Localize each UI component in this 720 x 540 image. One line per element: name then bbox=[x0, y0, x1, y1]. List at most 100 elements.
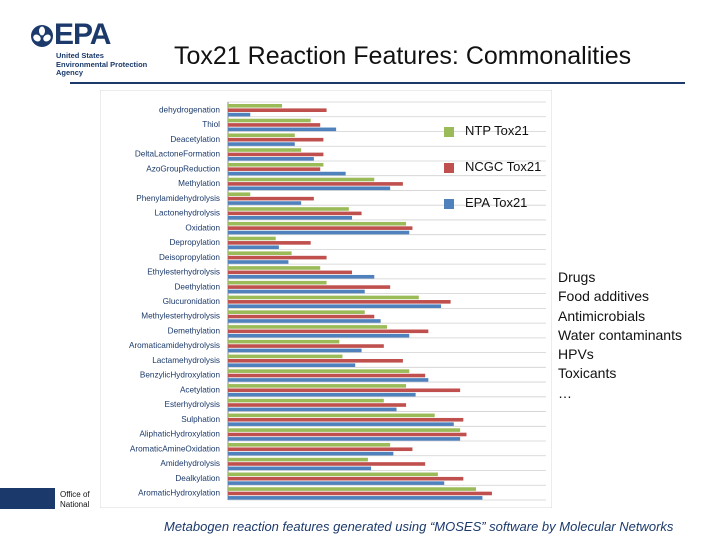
category-tick-label: Thiol bbox=[202, 120, 220, 129]
bar-epa-tox21 bbox=[228, 363, 356, 367]
legend-label: EPA Tox21 bbox=[465, 195, 528, 210]
bar-epa-tox21 bbox=[228, 215, 353, 220]
bar-ncgc-tox21 bbox=[228, 329, 429, 334]
bar-epa-tox21 bbox=[228, 392, 416, 397]
bar-chart: dehydrogenation Thiol Deacetylation DeltaLa… bbox=[100, 90, 552, 508]
bar-ncgc-tox21 bbox=[228, 417, 464, 422]
legend-swatch bbox=[444, 199, 454, 209]
logo-sub-line: United States bbox=[56, 51, 104, 60]
bar-epa-tox21 bbox=[228, 201, 302, 205]
bar-ntp-tox21 bbox=[228, 428, 461, 432]
logo-sub-line: Agency bbox=[56, 68, 84, 77]
bar-epa-tox21 bbox=[228, 274, 375, 279]
category-tick-label: AromaticAmineOxidation bbox=[130, 444, 221, 453]
bar-ncgc-tox21 bbox=[228, 344, 384, 348]
bar-ntp-tox21 bbox=[228, 487, 477, 491]
logo-subtitle: United States Environmental Protection A… bbox=[56, 51, 176, 78]
bar-ncgc-tox21 bbox=[228, 462, 426, 466]
logo-wordmark: EPA bbox=[54, 18, 111, 51]
bar-ntp-tox21 bbox=[228, 236, 276, 241]
title-divider bbox=[70, 82, 685, 84]
bar-ntp-tox21 bbox=[228, 472, 438, 477]
bar-epa-tox21 bbox=[228, 466, 372, 471]
bar-epa-tox21 bbox=[228, 319, 381, 323]
category-tick-label: Deethylation bbox=[174, 282, 220, 291]
legend-swatch bbox=[444, 127, 454, 137]
bar-epa-tox21 bbox=[228, 186, 391, 191]
bar-ncgc-tox21 bbox=[228, 108, 327, 112]
bar-ntp-tox21 bbox=[228, 295, 419, 300]
category-tick-label: Deacetylation bbox=[170, 135, 220, 144]
bar-ntp-tox21 bbox=[228, 266, 321, 270]
category-tick-label: Amidehydrolysis bbox=[160, 459, 220, 468]
category-tick-label: AromaticHydroxylation bbox=[138, 489, 220, 498]
bar-ntp-tox21 bbox=[228, 162, 324, 167]
bar-ntp-tox21 bbox=[228, 221, 407, 226]
category-item: Water contaminants bbox=[558, 326, 682, 343]
bar-ntp-tox21 bbox=[228, 177, 375, 182]
bar-ncgc-tox21 bbox=[228, 152, 324, 157]
bar-ncgc-tox21 bbox=[228, 476, 464, 481]
bar-ncgc-tox21 bbox=[228, 300, 451, 304]
bar-ntp-tox21 bbox=[228, 369, 410, 373]
bar-ncgc-tox21 bbox=[228, 167, 321, 171]
bar-epa-tox21 bbox=[228, 157, 314, 161]
category-tick-label: Acetylation bbox=[180, 385, 220, 394]
bar-ntp-tox21 bbox=[228, 413, 435, 418]
legend-label: NTP Tox21 bbox=[465, 123, 529, 138]
bar-epa-tox21 bbox=[228, 496, 483, 500]
bar-ntp-tox21 bbox=[228, 207, 349, 211]
category-item: Antimicrobials bbox=[558, 307, 646, 324]
bar-epa-tox21 bbox=[228, 481, 445, 485]
category-tick-label: Aromaticamidehydrolysis bbox=[129, 341, 220, 350]
bar-epa-tox21 bbox=[228, 171, 346, 176]
bar-ntp-tox21 bbox=[228, 384, 407, 388]
bar-ncgc-tox21 bbox=[228, 447, 413, 452]
office-label: Office of National bbox=[60, 490, 98, 510]
bar-ncgc-tox21 bbox=[228, 388, 461, 393]
bar-epa-tox21 bbox=[228, 378, 429, 382]
bar-ncgc-tox21 bbox=[228, 403, 407, 407]
bar-epa-tox21 bbox=[228, 407, 397, 412]
office-line: Office of bbox=[60, 490, 90, 499]
bar-epa-tox21 bbox=[228, 289, 365, 294]
bar-epa-tox21 bbox=[228, 348, 362, 353]
category-tick-label: Demethylation bbox=[168, 326, 221, 335]
bar-ncgc-tox21 bbox=[228, 285, 391, 289]
bar-ncgc-tox21 bbox=[228, 373, 426, 378]
bar-ncgc-tox21 bbox=[228, 314, 375, 319]
bar-ntp-tox21 bbox=[228, 280, 327, 285]
bar-ntp-tox21 bbox=[228, 354, 343, 359]
bar-ncgc-tox21 bbox=[228, 358, 403, 363]
category-tick-label: DeltaLactoneFormation bbox=[135, 150, 221, 159]
category-item: Food additives bbox=[558, 288, 650, 305]
bar-ncgc-tox21 bbox=[228, 182, 403, 186]
category-tick-label: BenzylicHydroxylation bbox=[140, 371, 221, 380]
bar-ncgc-tox21 bbox=[228, 137, 324, 142]
category-tick-label: Methylesterhydrolysis bbox=[141, 312, 220, 321]
epa-flower-icon bbox=[31, 25, 53, 47]
category-tick-label: Sulphation bbox=[181, 415, 220, 424]
category-item: … bbox=[558, 384, 572, 401]
category-tick-label: Oxidation bbox=[185, 223, 220, 232]
bar-epa-tox21 bbox=[228, 112, 251, 117]
chemical-categories-list: Drugs Food additives Antimicrobials Wate… bbox=[558, 268, 682, 403]
page-title: Tox21 Reaction Features: Commonalities bbox=[174, 42, 632, 70]
category-tick-label: Phenylamidehydrolysis bbox=[136, 194, 220, 203]
logo-sub-line: Environmental Protection bbox=[56, 59, 148, 69]
bar-ncgc-tox21 bbox=[228, 270, 353, 275]
bar-ntp-tox21 bbox=[228, 457, 368, 462]
category-tick-label: Depropylation bbox=[169, 238, 220, 247]
bar-ncgc-tox21 bbox=[228, 432, 467, 437]
bar-ncgc-tox21 bbox=[228, 255, 327, 260]
bar-epa-tox21 bbox=[228, 422, 454, 426]
bar-epa-tox21 bbox=[228, 245, 279, 250]
bar-ntp-tox21 bbox=[228, 310, 365, 314]
bar-ntp-tox21 bbox=[228, 443, 391, 447]
bar-ntp-tox21 bbox=[228, 148, 302, 152]
bar-epa-tox21 bbox=[228, 437, 461, 441]
bar-ncgc-tox21 bbox=[228, 241, 311, 245]
category-item: Toxicants bbox=[558, 365, 617, 382]
category-tick-label: dehydrogenation bbox=[159, 105, 220, 114]
bar-epa-tox21 bbox=[228, 333, 410, 338]
